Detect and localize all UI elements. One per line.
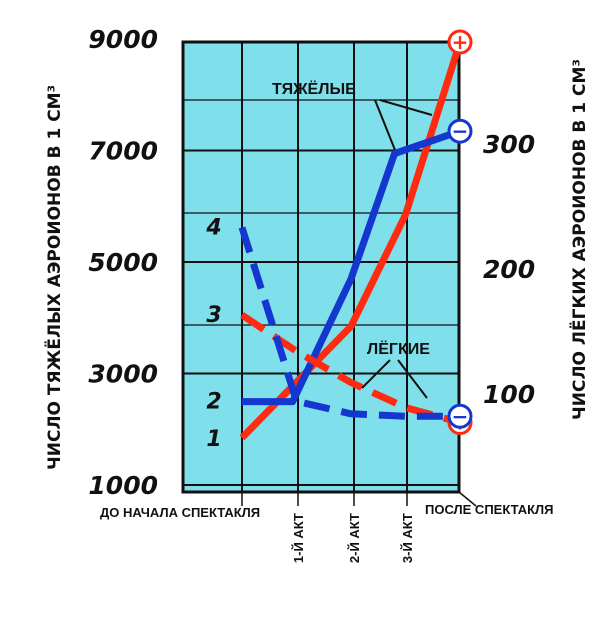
y-tick-left: 3000 xyxy=(88,360,158,389)
y-axis-left-label: ЧИСЛО ТЯЖЁЛЫХ АЭРОИОНОВ В 1 СМ³ xyxy=(43,85,65,470)
series-line-light_minus xyxy=(238,226,460,420)
svg-text:−: − xyxy=(452,119,469,143)
heavy-label: ТЯЖЁЛЫЕ xyxy=(272,80,356,98)
category-label: ПОСЛЕ СПЕКТАКЛЯ xyxy=(425,502,554,517)
y-tick-left: 5000 xyxy=(88,248,158,277)
svg-text:+: + xyxy=(452,30,469,54)
category-label: 3-Й АКТ xyxy=(400,513,415,563)
series-number-label: 2 xyxy=(206,390,221,415)
svg-text:−: − xyxy=(452,404,469,428)
series-number-label: 3 xyxy=(206,303,221,328)
y-tick-left: 7000 xyxy=(88,137,158,166)
series-number-label: 1 xyxy=(206,427,221,452)
category-label: 1-Й АКТ xyxy=(291,513,306,563)
y-tick-left: 9000 xyxy=(88,25,158,54)
heavy-annotation: ТЯЖЁЛЫЕ xyxy=(272,80,433,151)
plus-sign-marker: + xyxy=(447,29,473,55)
heavy-pointer xyxy=(374,99,396,151)
light-label: ЛЁГКИЕ xyxy=(367,340,430,358)
y-ticks-left: 1000 3000 5000 7000 9000 xyxy=(88,25,158,500)
y-tick-right: 300 xyxy=(483,130,535,159)
y-axis-right-label: ЧИСЛО ЛЁГКИХ АЭРОИОНОВ В 1 СМ³ xyxy=(568,59,590,420)
x-tick-mark xyxy=(458,491,477,507)
minus-sign-marker: − xyxy=(447,118,473,144)
series-line-heavy_plus xyxy=(239,40,464,441)
y-tick-right: 200 xyxy=(483,255,535,284)
series-lines: +1−2+3−4 xyxy=(205,29,473,452)
y-tick-right: 100 xyxy=(483,380,535,409)
y-ticks-right: 100 200 300 xyxy=(483,130,535,409)
category-label: ДО НАЧАЛА СПЕКТАКЛЯ xyxy=(100,505,260,520)
light-pointer xyxy=(361,359,391,389)
minus-sign-marker: − xyxy=(447,403,473,429)
heavy-pointer xyxy=(379,99,433,116)
series-line-heavy_minus xyxy=(242,127,462,406)
category-labels: ДО НАЧАЛА СПЕКТАКЛЯ ПОСЛЕ СПЕКТАКЛЯ 1-Й АК… xyxy=(100,491,554,563)
category-label: 2-Й АКТ xyxy=(347,513,362,563)
series-number-label: 4 xyxy=(205,216,221,241)
light-pointer xyxy=(397,359,428,399)
plot-background xyxy=(181,40,461,494)
y-tick-left: 1000 xyxy=(88,471,158,500)
light-annotation: ЛЁГКИЕ xyxy=(361,340,430,399)
